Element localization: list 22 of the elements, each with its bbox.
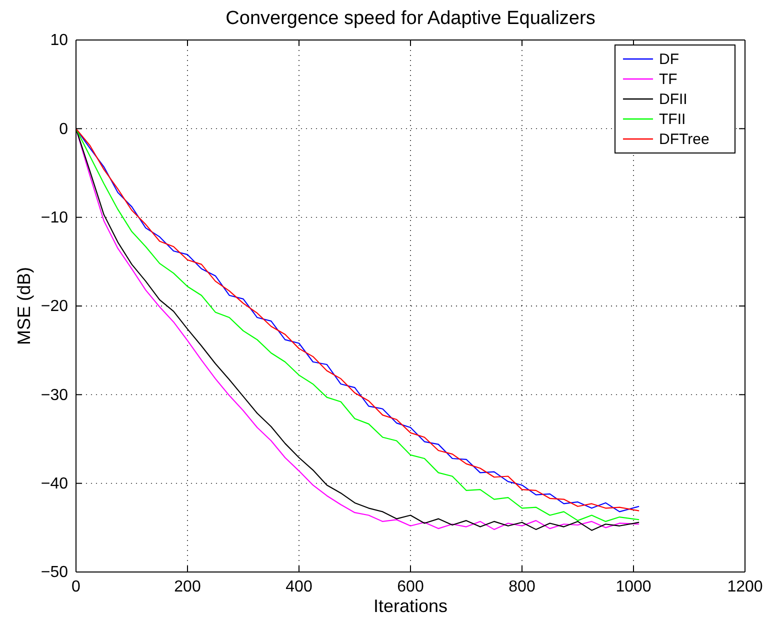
legend-label: DFTree [659, 131, 710, 148]
y-tick-label: 10 [50, 32, 68, 50]
y-tick-label: 0 [59, 120, 68, 138]
x-tick-label: 600 [397, 578, 424, 596]
x-tick-label: 400 [286, 578, 312, 596]
legend-label: TFII [659, 111, 686, 128]
x-tick-label: 1200 [727, 578, 763, 596]
x-axis-title: Iterations [373, 596, 448, 616]
legend-label: DF [659, 51, 679, 68]
x-tick-label: 0 [72, 578, 81, 596]
y-tick-label: −10 [40, 209, 68, 226]
y-tick-label: −50 [40, 564, 68, 582]
x-tick-label: 1000 [616, 578, 652, 596]
x-tick-label: 800 [508, 578, 536, 596]
chart-title: Convergence speed for Adaptive Equalizers [226, 8, 596, 29]
y-axis-title: MSE (dB) [14, 266, 34, 346]
y-tick-label: −40 [40, 475, 68, 492]
legend-label: DFII [659, 91, 688, 108]
legend-label: TF [659, 71, 678, 88]
y-tick-label: −20 [40, 298, 68, 316]
x-tick-label: 200 [174, 578, 201, 596]
y-tick-label: −30 [40, 386, 68, 404]
